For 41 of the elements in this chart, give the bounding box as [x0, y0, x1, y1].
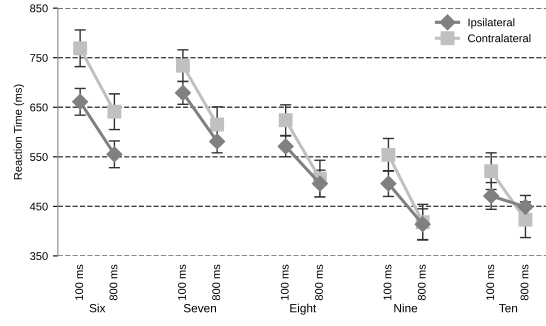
x-tick-label: 800 ms: [212, 264, 220, 300]
x-tick-label: 800 ms: [110, 264, 118, 300]
point: [312, 176, 328, 192]
point: [174, 84, 191, 101]
point: [381, 148, 396, 162]
legend-label: Ipsilateral: [468, 18, 514, 29]
legend-label: Contralateral: [468, 34, 530, 42]
x-tick-label: 100 ms: [486, 264, 494, 300]
point: [72, 94, 88, 110]
y-tick-label: 550: [30, 153, 48, 161]
point: [380, 176, 396, 192]
y-tick-label: 750: [30, 54, 48, 62]
text: Eight: [290, 304, 316, 315]
text: Ten: [499, 304, 518, 312]
x-tick-label: 800 ms: [520, 264, 528, 300]
point: [176, 58, 190, 73]
y-tick-label: 450: [30, 202, 48, 210]
y-tick-label: 850: [30, 4, 48, 12]
y-tick-label: 350: [30, 252, 48, 260]
text: Nine: [394, 304, 418, 312]
point: [484, 164, 498, 178]
x-tick-label: 800 ms: [418, 264, 426, 300]
point: [73, 41, 88, 56]
x-tick-label: 100 ms: [75, 264, 84, 300]
x-tick-label: 100 ms: [280, 264, 289, 300]
point: [483, 188, 500, 204]
x-tick-label: 100 ms: [384, 264, 392, 300]
x-tick-label: 800 ms: [315, 264, 323, 300]
point: [106, 146, 122, 162]
point: [209, 133, 226, 150]
y-axis-title: Reaction Time (ms): [14, 84, 24, 180]
text: Seven: [184, 304, 216, 312]
text: Six: [90, 304, 106, 312]
point: [278, 113, 293, 128]
point: [210, 118, 224, 132]
x-tick-label: 100 ms: [178, 264, 186, 300]
y-tick-label: 650: [30, 104, 48, 112]
point: [107, 104, 122, 119]
point: [278, 138, 294, 154]
point: [518, 212, 532, 227]
point: [517, 198, 534, 215]
